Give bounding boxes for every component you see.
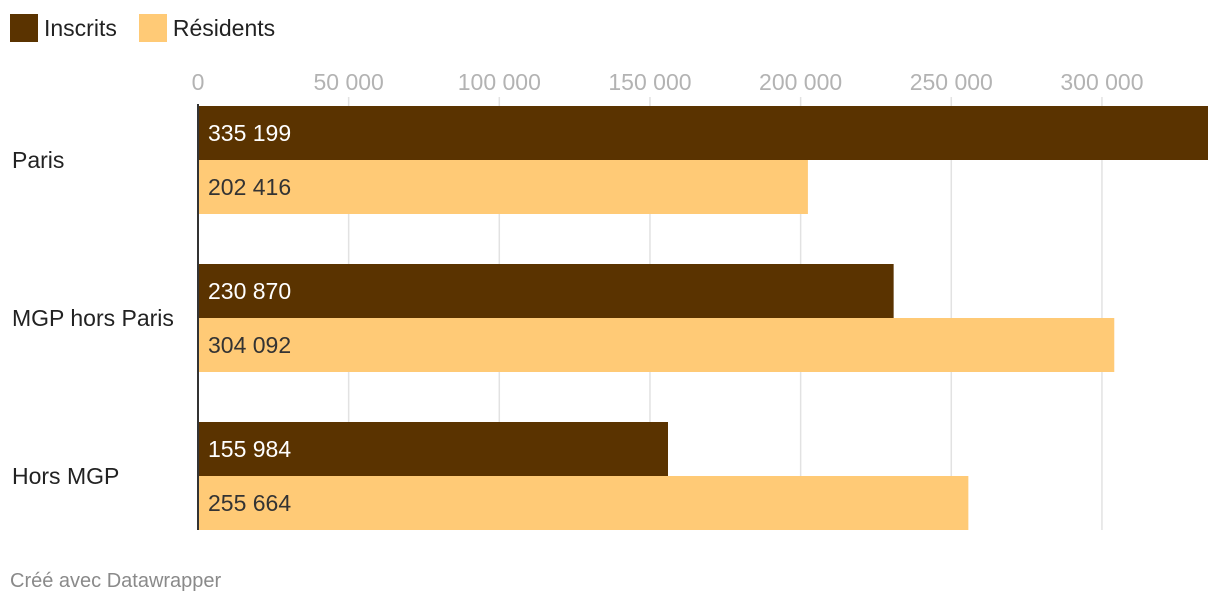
x-tick-label: 250 000: [910, 69, 993, 95]
legend-swatch-inscrits: [10, 14, 38, 42]
bar: [198, 106, 1208, 160]
bar-value-label: 230 870: [208, 278, 291, 304]
legend-item-residents: Résidents: [138, 14, 276, 42]
category-label: Hors MGP: [12, 463, 119, 489]
bar: [198, 318, 1115, 372]
legend-swatch-residents: [138, 14, 167, 42]
legend-item-inscrits: Inscrits: [10, 14, 117, 42]
bar-chart: 0 50 000 100 000 150 000 200 000 250 000 300 0…: [12, 69, 1208, 530]
category-label: MGP hors Paris: [12, 305, 174, 331]
x-tick-label: 300 000: [1060, 69, 1143, 95]
bar-value-label: 335 199: [208, 120, 291, 146]
legend-label-residents: Résidents: [172, 14, 276, 41]
x-tick-label: 200 000: [759, 69, 842, 95]
bar-value-label: 255 664: [208, 490, 291, 516]
legend-label-inscrits: Inscrits: [44, 14, 117, 41]
bar-value-label: 304 092: [208, 332, 291, 358]
footer-credit: Créé avec Datawrapper: [10, 570, 222, 592]
x-tick-label: 50 000: [313, 69, 383, 95]
bar-value-label: 202 416: [208, 174, 291, 200]
bar: [198, 422, 669, 476]
legend: Inscrits Résidents: [10, 12, 297, 44]
bar: [198, 160, 808, 214]
x-tick-label: 0: [192, 69, 205, 95]
x-tick-label: 100 000: [458, 69, 541, 95]
bar: [198, 264, 894, 318]
bar: [198, 476, 969, 530]
bar-value-label: 155 984: [208, 436, 291, 462]
x-tick-label: 150 000: [608, 69, 691, 95]
category-label: Paris: [12, 147, 64, 173]
